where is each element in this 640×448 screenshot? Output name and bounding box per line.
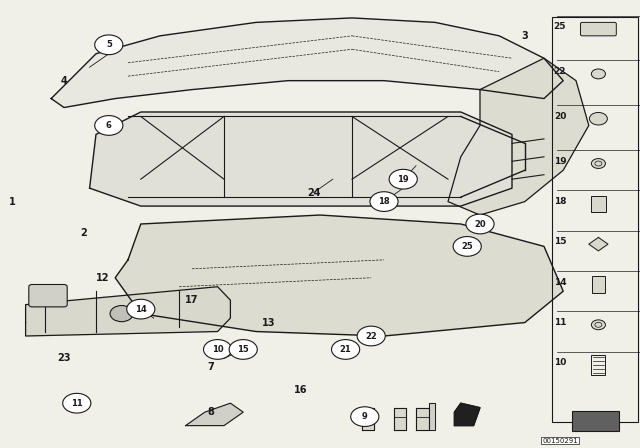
Text: 19: 19 xyxy=(397,175,409,184)
Text: 20: 20 xyxy=(554,112,566,121)
Text: 00150291: 00150291 xyxy=(542,438,578,444)
Circle shape xyxy=(332,340,360,359)
FancyBboxPatch shape xyxy=(592,276,605,293)
Text: 10: 10 xyxy=(212,345,223,354)
Circle shape xyxy=(95,35,123,55)
Circle shape xyxy=(127,299,155,319)
Text: 25: 25 xyxy=(461,242,473,251)
Circle shape xyxy=(351,407,379,426)
Text: 12: 12 xyxy=(95,273,109,283)
Polygon shape xyxy=(394,408,406,430)
Polygon shape xyxy=(26,287,230,336)
Circle shape xyxy=(63,393,91,413)
Text: 24: 24 xyxy=(307,188,321,198)
FancyBboxPatch shape xyxy=(591,196,606,212)
Circle shape xyxy=(95,116,123,135)
Text: 22: 22 xyxy=(365,332,377,340)
Circle shape xyxy=(589,112,607,125)
Text: 15: 15 xyxy=(237,345,249,354)
Text: 7: 7 xyxy=(208,362,214,372)
Text: 1: 1 xyxy=(10,197,16,207)
FancyBboxPatch shape xyxy=(580,22,616,36)
Text: 11: 11 xyxy=(71,399,83,408)
Polygon shape xyxy=(448,58,589,215)
Circle shape xyxy=(357,326,385,346)
Polygon shape xyxy=(416,408,429,430)
Text: 4: 4 xyxy=(61,76,67,86)
Text: 19: 19 xyxy=(554,157,566,166)
Text: 11: 11 xyxy=(554,318,566,327)
Text: 13: 13 xyxy=(262,318,276,327)
Text: →: → xyxy=(588,408,602,426)
Text: 8: 8 xyxy=(208,407,214,417)
Circle shape xyxy=(591,320,605,330)
Circle shape xyxy=(370,192,398,211)
Polygon shape xyxy=(186,403,243,426)
Circle shape xyxy=(229,340,257,359)
Text: 14: 14 xyxy=(554,278,566,287)
Text: 2: 2 xyxy=(80,228,86,238)
Text: 14: 14 xyxy=(135,305,147,314)
Text: 9: 9 xyxy=(362,412,367,421)
Text: 10: 10 xyxy=(554,358,566,367)
Circle shape xyxy=(389,169,417,189)
Polygon shape xyxy=(90,112,512,206)
Circle shape xyxy=(110,306,133,322)
Circle shape xyxy=(453,237,481,256)
Circle shape xyxy=(591,69,605,79)
Polygon shape xyxy=(429,403,435,430)
Circle shape xyxy=(466,214,494,234)
Text: 22: 22 xyxy=(554,67,566,76)
Polygon shape xyxy=(362,408,374,430)
Text: 18: 18 xyxy=(554,197,566,206)
Text: 5: 5 xyxy=(106,40,112,49)
Text: 20: 20 xyxy=(474,220,486,228)
Text: 23: 23 xyxy=(57,353,71,363)
Text: 3: 3 xyxy=(522,31,528,41)
Text: 21: 21 xyxy=(340,345,351,354)
Text: 15: 15 xyxy=(554,237,566,246)
Polygon shape xyxy=(115,215,563,336)
Circle shape xyxy=(204,340,232,359)
FancyBboxPatch shape xyxy=(572,411,619,431)
Polygon shape xyxy=(589,237,608,251)
FancyBboxPatch shape xyxy=(29,284,67,307)
Text: 17: 17 xyxy=(185,295,199,305)
Text: 25: 25 xyxy=(554,22,566,31)
Polygon shape xyxy=(51,18,563,108)
Text: 6: 6 xyxy=(106,121,112,130)
Circle shape xyxy=(591,159,605,168)
Polygon shape xyxy=(454,403,480,426)
Text: 16: 16 xyxy=(294,385,308,395)
Text: 18: 18 xyxy=(378,197,390,206)
